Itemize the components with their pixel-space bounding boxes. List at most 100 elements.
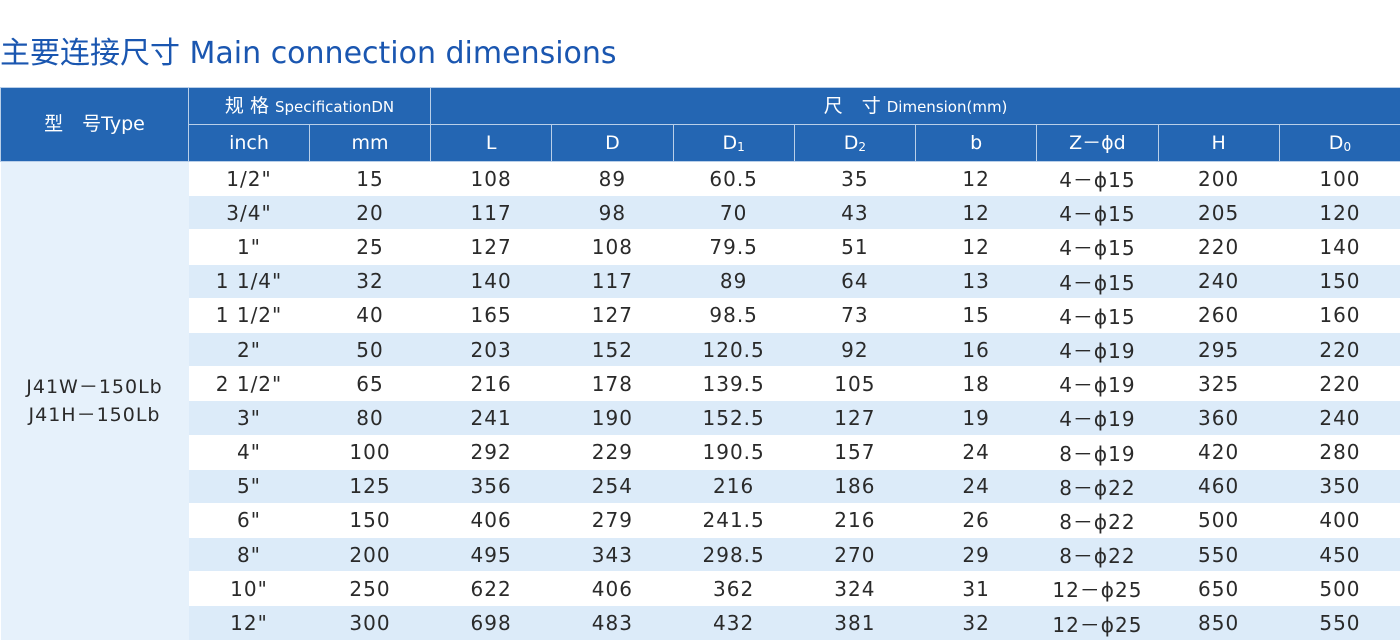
cell-d1: 139.5 — [673, 367, 794, 401]
cell-mm: 25 — [310, 230, 431, 264]
cell-l: 165 — [431, 298, 552, 332]
cell-b: 29 — [916, 538, 1037, 572]
D1-base: D — [723, 132, 738, 154]
cell-d: 229 — [552, 435, 673, 469]
cell-z: 12－ϕ25 — [1037, 572, 1158, 606]
cell-mm: 80 — [310, 401, 431, 435]
cell-b: 24 — [916, 435, 1037, 469]
cell-z: 4－ϕ19 — [1037, 401, 1158, 435]
cell-d1: 298.5 — [673, 538, 794, 572]
cell-d2: 216 — [794, 503, 915, 537]
cell-d0: 550 — [1279, 606, 1400, 640]
cell-h: 420 — [1158, 435, 1279, 469]
cell-l: 127 — [431, 230, 552, 264]
cell-d: 108 — [552, 230, 673, 264]
cell-mm: 65 — [310, 367, 431, 401]
cell-mm: 15 — [310, 162, 431, 196]
spec-en-label: SpecificationDN — [275, 98, 394, 116]
cell-d: 254 — [552, 469, 673, 503]
cell-z: 4－ϕ15 — [1037, 264, 1158, 298]
cell-b: 31 — [916, 572, 1037, 606]
cell-l: 356 — [431, 469, 552, 503]
cell-inch: 8" — [189, 538, 310, 572]
cell-inch: 1 1/2" — [189, 298, 310, 332]
cell-mm: 250 — [310, 572, 431, 606]
cell-h: 260 — [1158, 298, 1279, 332]
cell-inch: 4" — [189, 435, 310, 469]
cell-inch: 1 1/4" — [189, 264, 310, 298]
cell-d2: 92 — [794, 332, 915, 366]
cell-h: 650 — [1158, 572, 1279, 606]
dim-cn-label: 尺 寸 — [824, 95, 887, 117]
cell-h: 550 — [1158, 538, 1279, 572]
cell-d1: 241.5 — [673, 503, 794, 537]
cell-mm: 40 — [310, 298, 431, 332]
cell-d0: 280 — [1279, 435, 1400, 469]
model-name: J41H－150Lb — [1, 401, 189, 429]
Z-header: Z－ϕd — [1037, 125, 1158, 162]
cell-z: 12－ϕ25 — [1037, 606, 1158, 640]
cell-b: 24 — [916, 469, 1037, 503]
cell-d0: 240 — [1279, 401, 1400, 435]
cell-inch: 2" — [189, 332, 310, 366]
cell-b: 12 — [916, 196, 1037, 230]
cell-d: 178 — [552, 367, 673, 401]
cell-d2: 157 — [794, 435, 915, 469]
cell-inch: 12" — [189, 606, 310, 640]
b-header: b — [916, 125, 1037, 162]
D0-base: D — [1329, 132, 1344, 154]
cell-mm: 50 — [310, 332, 431, 366]
cell-d: 98 — [552, 196, 673, 230]
cell-l: 117 — [431, 196, 552, 230]
type-header: 型 号Type — [1, 88, 189, 162]
dimension-header: 尺 寸 Dimension(mm) — [431, 88, 1400, 125]
D0-header: D0 — [1279, 125, 1400, 162]
cell-b: 26 — [916, 503, 1037, 537]
cell-inch: 1/2" — [189, 162, 310, 196]
cell-d1: 152.5 — [673, 401, 794, 435]
cell-h: 850 — [1158, 606, 1279, 640]
cell-h: 325 — [1158, 367, 1279, 401]
cell-d: 127 — [552, 298, 673, 332]
cell-d2: 186 — [794, 469, 915, 503]
cell-d0: 100 — [1279, 162, 1400, 196]
cell-inch: 10" — [189, 572, 310, 606]
cell-z: 4－ϕ19 — [1037, 367, 1158, 401]
cell-b: 12 — [916, 162, 1037, 196]
cell-l: 140 — [431, 264, 552, 298]
cell-inch: 3" — [189, 401, 310, 435]
cell-b: 32 — [916, 606, 1037, 640]
page-title: 主要连接尺寸 Main connection dimensions — [0, 30, 617, 78]
cell-l: 203 — [431, 332, 552, 366]
cell-d2: 127 — [794, 401, 915, 435]
cell-d0: 220 — [1279, 367, 1400, 401]
D0-sub: 0 — [1343, 140, 1351, 154]
cell-d0: 220 — [1279, 332, 1400, 366]
cell-d1: 432 — [673, 606, 794, 640]
cell-d1: 120.5 — [673, 332, 794, 366]
cell-d: 343 — [552, 538, 673, 572]
cell-mm: 20 — [310, 196, 431, 230]
cell-mm: 32 — [310, 264, 431, 298]
cell-d0: 350 — [1279, 469, 1400, 503]
cell-d2: 43 — [794, 196, 915, 230]
cell-d1: 89 — [673, 264, 794, 298]
cell-d0: 400 — [1279, 503, 1400, 537]
cell-h: 220 — [1158, 230, 1279, 264]
cell-h: 240 — [1158, 264, 1279, 298]
L-header: L — [431, 125, 552, 162]
cell-l: 495 — [431, 538, 552, 572]
cell-l: 406 — [431, 503, 552, 537]
cell-b: 16 — [916, 332, 1037, 366]
cell-d1: 98.5 — [673, 298, 794, 332]
cell-inch: 2 1/2" — [189, 367, 310, 401]
cell-inch: 6" — [189, 503, 310, 537]
